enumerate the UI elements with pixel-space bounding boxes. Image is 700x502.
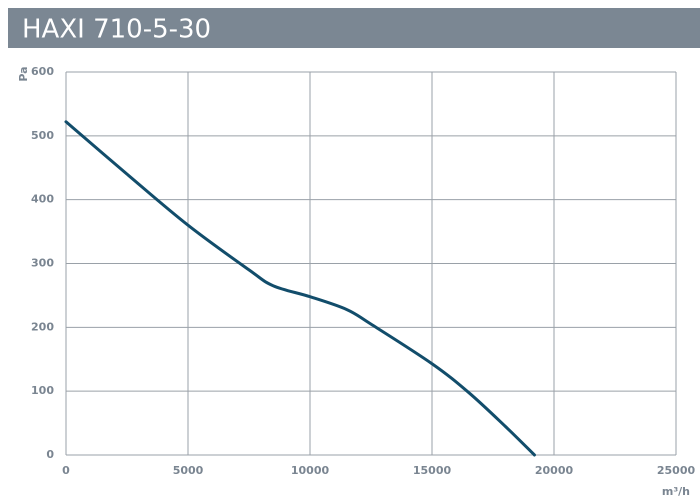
y-tick-label: 300	[31, 257, 54, 270]
x-tick-label: 15000	[413, 464, 452, 477]
title-banner	[8, 8, 700, 48]
y-tick-label: 100	[31, 384, 54, 397]
y-tick-label: 600	[31, 65, 54, 78]
x-tick-label: 25000	[657, 464, 696, 477]
x-tick-label: 5000	[173, 464, 204, 477]
y-tick-label: 500	[31, 129, 54, 142]
x-tick-label: 0	[62, 464, 70, 477]
chart-title: HAXI 710-5-30	[22, 15, 211, 45]
y-axis-label: Pa	[17, 66, 30, 81]
x-axis-label: m³/h	[662, 485, 690, 498]
y-tick-label: 0	[46, 448, 54, 461]
x-tick-label: 20000	[535, 464, 574, 477]
y-tick-label: 400	[31, 193, 54, 206]
curve	[64, 120, 536, 457]
x-tick-label: 10000	[291, 464, 330, 477]
y-tick-label: 200	[31, 320, 54, 333]
